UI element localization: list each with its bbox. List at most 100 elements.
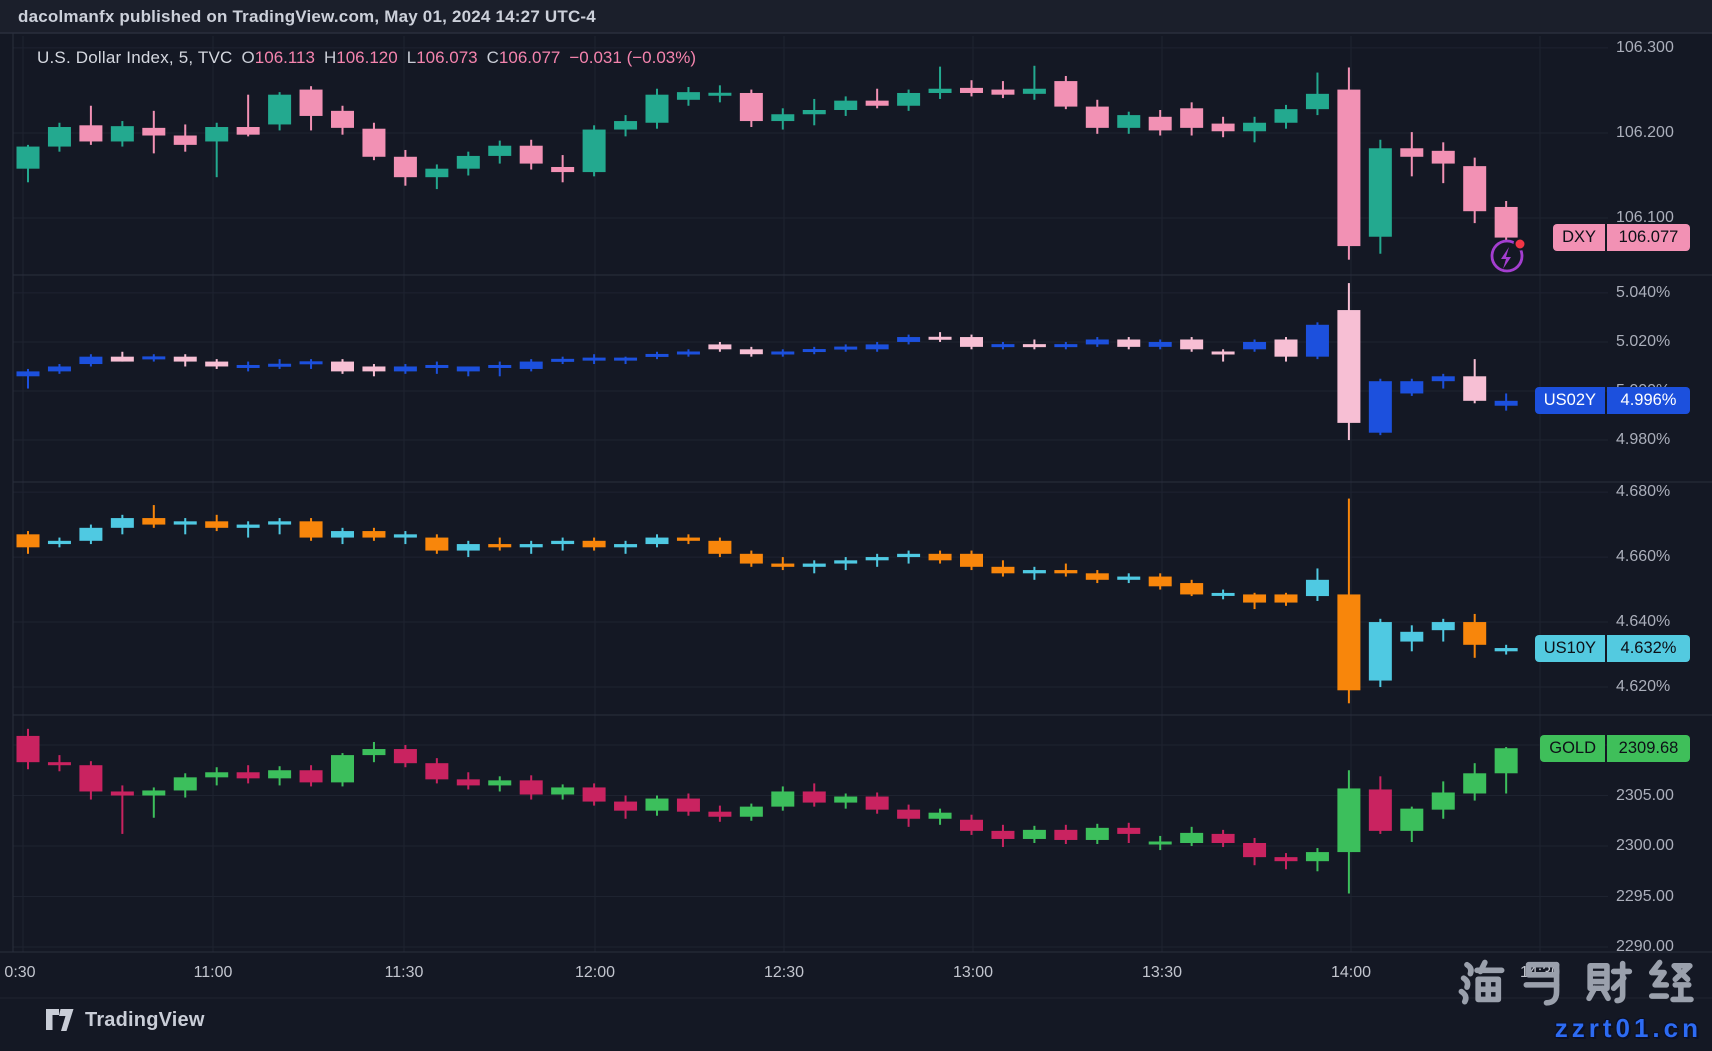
candle-wick xyxy=(404,531,407,545)
series-gold xyxy=(16,728,1518,894)
candle-body xyxy=(1243,594,1267,603)
candle-body xyxy=(991,344,1015,348)
candle-body xyxy=(1494,748,1518,774)
watermark-cjk-logo xyxy=(1458,959,1694,1006)
price-badge-gold: GOLD 2309.68 xyxy=(1540,734,1690,762)
price-tick-us10y: 4.660% xyxy=(1616,548,1671,566)
candle-body xyxy=(393,366,417,372)
candle-body xyxy=(928,336,952,340)
candle-body xyxy=(582,787,606,802)
candle-body xyxy=(331,755,354,783)
candle-body xyxy=(614,121,638,130)
candle-wick xyxy=(561,537,564,551)
price-tick-dxy: 106.300 xyxy=(1616,38,1674,56)
candle-body xyxy=(708,92,732,96)
candle-body xyxy=(16,146,40,169)
publish-attribution: dacolmanfx published on TradingView.com,… xyxy=(18,7,596,26)
price-tick-dxy: 106.200 xyxy=(1616,123,1674,141)
candle-body xyxy=(802,109,826,115)
candle-body xyxy=(582,357,606,361)
candle-body xyxy=(1180,108,1204,128)
candle-body xyxy=(1211,592,1235,596)
candle-body xyxy=(205,772,229,778)
candle-body xyxy=(1368,381,1392,433)
candle-body xyxy=(739,553,763,564)
time-tick: 13:00 xyxy=(952,964,994,981)
candle-wick xyxy=(876,553,879,567)
candle-body xyxy=(393,749,417,764)
badge-price: 2309.68 xyxy=(1607,734,1690,762)
badge-symbol: DXY xyxy=(1553,224,1605,252)
badge-price: 106.077 xyxy=(1607,224,1690,252)
candle-wick xyxy=(876,88,879,109)
candle-body xyxy=(393,534,417,538)
candle-wick xyxy=(247,521,250,538)
lightning-icon xyxy=(1490,237,1527,273)
candle-body xyxy=(16,534,40,548)
glyph-ma xyxy=(1523,961,1560,1006)
candle-body xyxy=(771,563,795,567)
candle-body xyxy=(1022,829,1046,839)
glyph-hai xyxy=(1458,959,1505,1005)
candle-body xyxy=(519,361,543,369)
candle-body xyxy=(1180,339,1204,350)
candle-body xyxy=(1211,351,1235,355)
candle-body xyxy=(110,791,134,796)
candle-body xyxy=(551,166,575,173)
candle-body xyxy=(834,346,858,350)
candle-body xyxy=(614,801,638,811)
candle-body xyxy=(393,156,417,178)
footer-branding[interactable]: TradingView xyxy=(45,1008,205,1032)
price-tick-gold: 2300.00 xyxy=(1616,837,1674,855)
candle-wick xyxy=(1033,65,1036,100)
candle-body xyxy=(1022,570,1046,574)
price-tick-us10y: 4.640% xyxy=(1616,613,1671,631)
candle-body xyxy=(1274,857,1298,862)
tradingview-logo-icon xyxy=(46,1009,74,1031)
candle-body xyxy=(897,809,921,819)
change-value: −0.031 (−0.03%) xyxy=(569,48,697,67)
candle-body xyxy=(362,749,386,756)
candle-body xyxy=(1211,833,1235,843)
candle-body xyxy=(268,521,292,525)
candle-body xyxy=(519,544,543,548)
symbol-legend: U.S. Dollar Index, 5, TVC O106.113 H106.… xyxy=(37,48,696,68)
candle-body xyxy=(1022,88,1046,94)
brand-name[interactable]: TradingView xyxy=(85,1008,205,1031)
candle-body xyxy=(1054,829,1078,840)
candle-body xyxy=(1305,579,1329,597)
watermark-url: zzrt01.cn xyxy=(1554,1013,1702,1043)
candle-body xyxy=(1243,842,1267,858)
candle-body xyxy=(1054,344,1078,348)
time-tick: 14:00 xyxy=(1330,964,1372,981)
candle-body xyxy=(110,356,134,362)
time-tick: 12:00 xyxy=(574,964,616,981)
candle-body xyxy=(960,337,983,347)
candle-body xyxy=(1431,622,1455,631)
candle-body xyxy=(739,349,763,355)
candle-body xyxy=(519,780,543,795)
series-dxy xyxy=(16,65,1518,260)
ohlc-open: O106.113 xyxy=(241,48,315,67)
badge-symbol: US02Y xyxy=(1534,387,1605,415)
candle-body xyxy=(299,361,323,365)
badge-symbol: GOLD xyxy=(1540,734,1605,762)
time-tick: 11:00 xyxy=(193,964,233,981)
candle-body xyxy=(236,364,260,368)
candle-body xyxy=(1337,310,1361,423)
candle-body xyxy=(79,125,103,142)
candle-wick xyxy=(27,368,29,389)
candle-body xyxy=(708,540,732,554)
candle-body xyxy=(1400,808,1424,831)
candle-body xyxy=(1337,788,1361,853)
candle-body xyxy=(645,94,669,123)
candle-body xyxy=(802,791,826,803)
candle-body xyxy=(1117,339,1141,347)
candle-body xyxy=(802,563,826,567)
candle-body xyxy=(960,87,983,93)
candle-body xyxy=(1148,576,1172,587)
candle-body xyxy=(110,126,134,142)
candle-body xyxy=(1431,376,1455,382)
candle-body xyxy=(79,765,103,792)
candle-body xyxy=(1180,832,1204,843)
